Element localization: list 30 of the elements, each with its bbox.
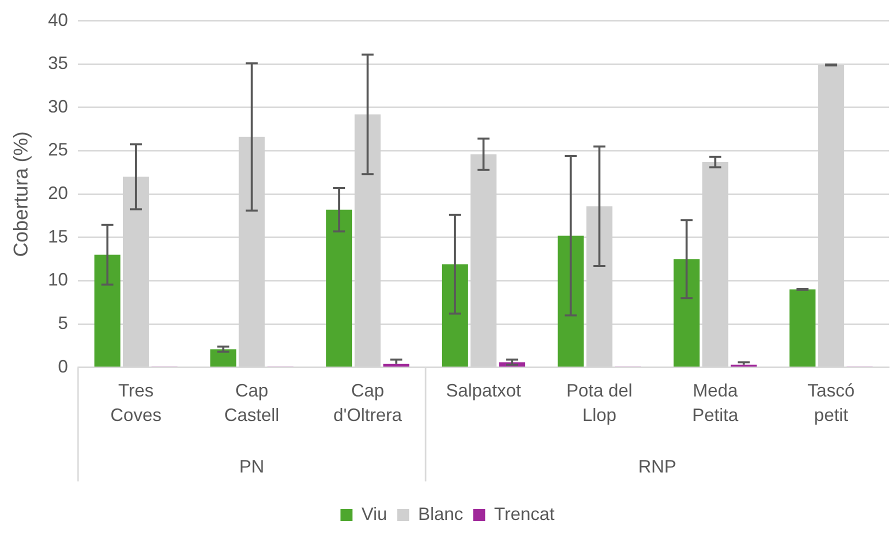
x-tick-label: Tascó petit [808, 380, 855, 425]
bar [383, 364, 410, 367]
x-tick-label: Cap Castell [224, 380, 280, 425]
x-tick-label: Salpatxot [446, 380, 522, 401]
bar [326, 210, 352, 367]
bar [442, 264, 468, 367]
y-tick-label: 5 [58, 313, 68, 334]
y-tick-label: 0 [58, 356, 68, 376]
bar [789, 289, 816, 367]
x-tick-label: Meda Petita [692, 380, 740, 425]
y-tick-label: 35 [48, 53, 68, 74]
x-tick-label: Cap d'Oltrera [333, 380, 403, 425]
y-axis-title: Cobertura (%) [10, 131, 33, 257]
bar [674, 259, 700, 367]
y-tick-label: 10 [48, 270, 68, 290]
text: PN [239, 456, 264, 476]
legend-label: Viu [361, 504, 388, 524]
x-tick-label: Pota del Llop [566, 380, 632, 425]
bar [210, 349, 236, 367]
text: RNP [638, 456, 676, 476]
y-tick-label: 40 [48, 10, 68, 30]
bar [558, 236, 584, 367]
y-tick-label: 30 [48, 96, 68, 116]
legend-label: Trencat [494, 504, 555, 524]
bar [94, 254, 120, 367]
y-tick-label: 15 [48, 226, 68, 246]
y-tick-label: 25 [48, 140, 68, 160]
x-tick-label: Tres Coves [110, 380, 162, 425]
y-tick-label: 20 [48, 183, 68, 204]
legend-label: Blanc [418, 504, 464, 524]
